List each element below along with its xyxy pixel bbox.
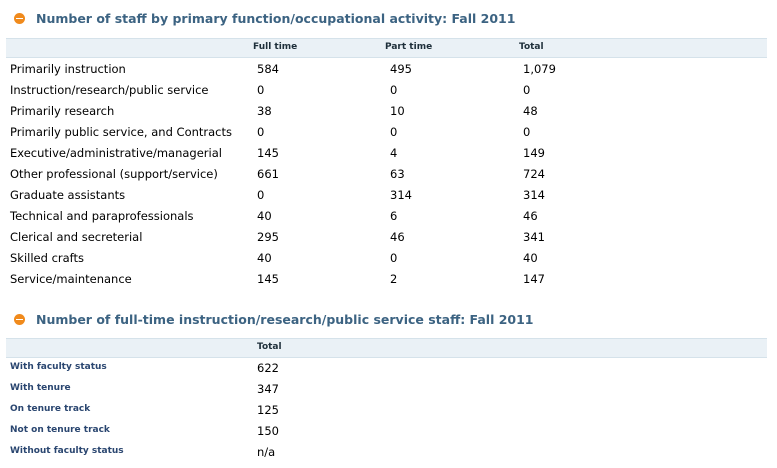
table-row: Graduate assistants 0 314 314: [0, 185, 777, 206]
total-value: 40: [523, 251, 538, 265]
part-time-value: 10: [390, 104, 405, 118]
table-row: Other professional (support/service) 661 6…: [0, 164, 777, 185]
total-value: 150: [257, 424, 279, 438]
full-time-value: 38: [257, 104, 272, 118]
table-row: Instruction/research/public service 0 0 0: [0, 80, 777, 101]
row-label: Clerical and secreterial: [10, 230, 143, 244]
total-value: 347: [257, 382, 279, 396]
table-row: Skilled crafts 40 0 40: [0, 248, 777, 269]
part-time-value: 0: [390, 251, 398, 265]
column-header-total: Total: [519, 42, 544, 52]
full-time-value: 295: [257, 230, 279, 244]
part-time-value: 314: [390, 188, 412, 202]
table-row: Primarily research 38 10 48: [0, 101, 777, 122]
table-row: Primarily public service, and Contracts 0…: [0, 122, 777, 143]
row-label: Primarily research: [10, 104, 115, 118]
full-time-value: 0: [257, 188, 265, 202]
section-title: Number of full-time instruction/research…: [36, 311, 534, 327]
full-time-value: 145: [257, 146, 279, 160]
collapse-icon[interactable]: [14, 313, 25, 325]
table-row: Technical and paraprofessionals 40 6 46: [0, 206, 777, 227]
part-time-value: 4: [390, 146, 398, 160]
part-time-value: 63: [390, 167, 405, 181]
total-value: 46: [523, 209, 538, 223]
total-value: 622: [257, 361, 279, 375]
row-label: Not on tenure track: [10, 425, 110, 435]
section-fulltime-staff-header[interactable]: Number of full-time instruction/research…: [14, 309, 534, 329]
column-header-total: Total: [257, 342, 282, 352]
table-header: Total: [6, 338, 767, 358]
row-label: Skilled crafts: [10, 251, 85, 265]
part-time-value: 2: [390, 272, 398, 286]
table-row: Clerical and secreterial 295 46 341: [0, 227, 777, 248]
row-label: On tenure track: [10, 404, 91, 414]
table-row: Service/maintenance 145 2 147: [0, 269, 777, 290]
table-header: Full time Part time Total: [6, 38, 767, 58]
column-header-full-time: Full time: [253, 42, 298, 52]
total-value: 147: [523, 272, 545, 286]
row-label: Service/maintenance: [10, 272, 132, 286]
table-row: Not on tenure track 150: [0, 421, 777, 442]
column-header-part-time: Part time: [385, 42, 433, 52]
total-value: 724: [523, 167, 545, 181]
row-label: With tenure: [10, 383, 71, 393]
part-time-value: 46: [390, 230, 405, 244]
table-row: With tenure 347: [0, 379, 777, 400]
total-value: 48: [523, 104, 538, 118]
full-time-value: 584: [257, 62, 279, 76]
table-row: On tenure track 125: [0, 400, 777, 421]
full-time-value: 0: [257, 125, 265, 139]
full-time-value: 661: [257, 167, 279, 181]
row-label: Without faculty status: [10, 446, 124, 456]
total-value: n/a: [257, 445, 276, 459]
full-time-value: 40: [257, 251, 272, 265]
section-title: Number of staff by primary function/occu…: [36, 10, 516, 26]
table-row: Primarily instruction 584 495 1,079: [0, 59, 777, 80]
row-label: Instruction/research/public service: [10, 83, 209, 97]
collapse-icon[interactable]: [14, 12, 25, 24]
full-time-value: 145: [257, 272, 279, 286]
section-staff-by-function-header[interactable]: Number of staff by primary function/occu…: [14, 8, 515, 28]
row-label: Primarily public service, and Contracts: [10, 125, 232, 139]
full-time-value: 40: [257, 209, 272, 223]
row-label: Graduate assistants: [10, 188, 126, 202]
table-row: With faculty status 622: [0, 358, 777, 379]
row-label: Primarily instruction: [10, 62, 126, 76]
row-label: Executive/administrative/managerial: [10, 146, 222, 160]
part-time-value: 0: [390, 125, 398, 139]
total-value: 0: [523, 125, 531, 139]
row-label: With faculty status: [10, 362, 107, 372]
total-value: 0: [523, 83, 531, 97]
total-value: 341: [523, 230, 545, 244]
part-time-value: 495: [390, 62, 412, 76]
total-value: 149: [523, 146, 545, 160]
row-label: Other professional (support/service): [10, 167, 218, 181]
table-row: Executive/administrative/managerial 145 4 1…: [0, 143, 777, 164]
table-row: Without faculty status n/a: [0, 442, 777, 463]
part-time-value: 0: [390, 83, 398, 97]
total-value: 125: [257, 403, 279, 417]
total-value: 314: [523, 188, 545, 202]
part-time-value: 6: [390, 209, 398, 223]
full-time-value: 0: [257, 83, 265, 97]
row-label: Technical and paraprofessionals: [10, 209, 194, 223]
total-value: 1,079: [523, 62, 556, 76]
